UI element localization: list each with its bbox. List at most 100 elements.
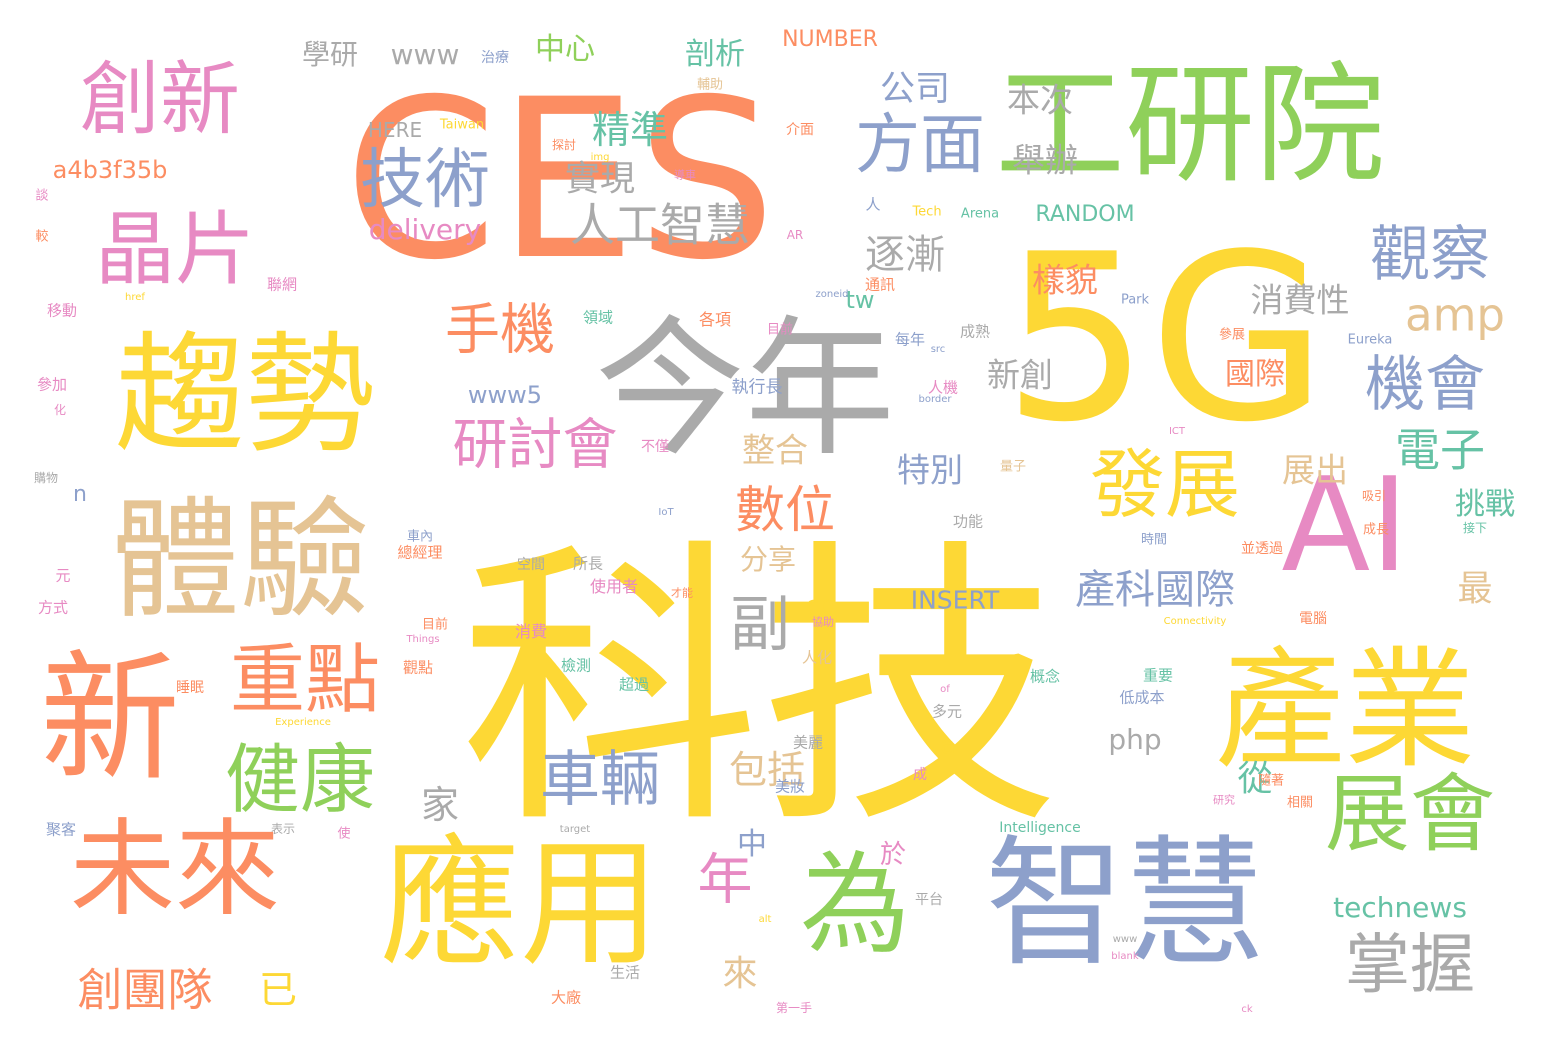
- word-97: of: [940, 684, 950, 695]
- word-90: zoneid: [815, 289, 849, 300]
- word-150: 大廠: [550, 988, 582, 1007]
- word-38: 精準: [591, 108, 669, 152]
- word-159: 較: [35, 229, 49, 245]
- word-68: 中: [737, 827, 767, 862]
- word-104: 人: [865, 195, 881, 214]
- word-50: 挑戰: [1455, 487, 1515, 522]
- word-43: 樣貌: [1032, 260, 1098, 300]
- word-91: src: [930, 344, 946, 355]
- word-31: 產科國際: [1075, 567, 1235, 613]
- word-122: 功能: [952, 512, 984, 531]
- word-69: 於: [879, 840, 907, 870]
- word-23: 機會: [1365, 350, 1485, 420]
- word-22: 觀察: [1370, 220, 1490, 290]
- word-115: 移動: [46, 301, 78, 320]
- word-127: 所長: [572, 554, 604, 573]
- word-54: 剖析: [685, 37, 745, 72]
- word-100: 輔助: [696, 77, 724, 93]
- word-130: 協助: [812, 615, 834, 629]
- word-57: www: [390, 38, 460, 71]
- word-140: 低成本: [1119, 688, 1165, 707]
- word-77: Tech: [912, 204, 942, 220]
- word-32: 副: [730, 590, 790, 660]
- word-70: 來: [722, 954, 758, 995]
- word-126: 空間: [517, 557, 545, 573]
- word-103: 導車: [674, 168, 696, 182]
- word-82: Connectivity: [1163, 616, 1227, 627]
- word-86: ICT: [1168, 426, 1186, 437]
- word-33: 年: [697, 847, 753, 912]
- word-142: 美麗: [792, 733, 824, 752]
- word-113: 領域: [582, 308, 614, 327]
- word-34: 創團隊: [77, 963, 213, 1017]
- word-62: RANDOM: [1035, 202, 1135, 227]
- word-125: 總經理: [397, 543, 443, 562]
- word-136: 觀點: [402, 658, 434, 677]
- word-158: 購物: [33, 471, 59, 485]
- word-94: blank: [1111, 951, 1139, 962]
- word-145: 相關: [1286, 795, 1314, 811]
- word-11: 新: [39, 638, 181, 801]
- word-156: 元: [55, 566, 71, 585]
- word-5: 趨勢: [114, 319, 376, 471]
- word-24: 掌握: [1344, 927, 1476, 1003]
- word-60: a4b3f35b: [52, 156, 168, 184]
- word-88: img: [590, 152, 610, 163]
- word-143: 美妝: [774, 777, 806, 796]
- word-25: 車輛: [540, 745, 660, 815]
- word-8: 智慧: [984, 823, 1266, 986]
- word-3: 工研院: [994, 49, 1386, 201]
- word-80: Eureka: [1347, 332, 1393, 348]
- word-59: delivery: [368, 213, 482, 246]
- word-119: 吸引: [1361, 489, 1387, 503]
- word-45: 新創: [987, 355, 1053, 395]
- word-2: 5G: [1002, 206, 1328, 473]
- word-134: 睡眠: [176, 680, 204, 696]
- word-121: 接下: [1462, 521, 1488, 535]
- word-39: 實現: [564, 159, 636, 200]
- word-157: 化: [53, 403, 67, 417]
- word-95: alt: [758, 914, 772, 925]
- word-162: 目前: [421, 617, 449, 633]
- word-7: AI: [1281, 449, 1409, 601]
- word-144: 成: [913, 767, 927, 783]
- word-138: 重要: [1142, 666, 1174, 685]
- word-83: Experience: [275, 717, 331, 728]
- word-108: 執行長: [731, 377, 783, 398]
- word-155: 方式: [37, 598, 69, 617]
- word-48: 整合: [742, 430, 808, 470]
- word-93: target: [559, 824, 591, 835]
- word-120: 成長: [1362, 522, 1390, 538]
- word-123: 時間: [1140, 532, 1168, 548]
- word-73: php: [1108, 723, 1162, 756]
- word-151: 第一手: [775, 1001, 813, 1015]
- word-17: 重點: [229, 635, 381, 724]
- word-137: 概念: [1029, 667, 1061, 686]
- word-146: 研究: [1213, 793, 1235, 807]
- word-92: border: [918, 394, 952, 405]
- word-36: 逐漸: [865, 232, 945, 278]
- word-118: 量子: [999, 459, 1027, 475]
- word-67: 分享: [739, 543, 797, 576]
- word-49: 展出: [1282, 450, 1348, 490]
- word-149: 生活: [609, 963, 641, 982]
- word-79: Park: [1120, 292, 1150, 308]
- word-1: CES: [343, 52, 777, 308]
- word-28: 數位: [735, 481, 835, 539]
- word-85: IoT: [658, 507, 674, 518]
- word-47: 特別: [897, 450, 963, 490]
- word-133: 檢測: [560, 656, 592, 675]
- word-52: 從: [1237, 759, 1273, 800]
- word-107: 每年: [894, 330, 926, 349]
- word-117: 不僅: [641, 439, 669, 455]
- word-132: 人化: [801, 648, 833, 667]
- word-13: 未來: [69, 808, 281, 931]
- word-37: 包括: [728, 748, 806, 792]
- word-0: 科技: [460, 515, 1060, 864]
- word-154: 使: [337, 826, 351, 842]
- word-147: 隨著: [1257, 773, 1285, 789]
- word-44: 消費性: [1250, 280, 1350, 320]
- word-51: 最: [1457, 569, 1493, 610]
- word-65: INSERT: [910, 585, 1000, 615]
- word-56: 學研: [301, 38, 359, 71]
